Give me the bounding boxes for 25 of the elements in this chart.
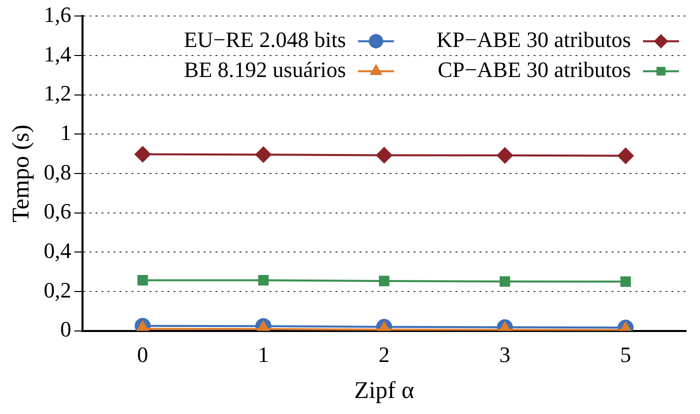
x-axis-title: Zipf α xyxy=(354,378,415,404)
point xyxy=(134,146,151,162)
point xyxy=(496,147,513,164)
x-tick-label: 2 xyxy=(378,342,390,367)
y-tick-label: 1 xyxy=(60,120,72,145)
y-tick-label: 0 xyxy=(60,316,72,342)
y-tick-label: 0,2 xyxy=(44,277,72,302)
point xyxy=(255,146,272,163)
legend-label: BE 8.192 usuários xyxy=(184,56,346,82)
x-tick-label: 3 xyxy=(499,342,510,367)
y-tick-label: 0,4 xyxy=(44,238,72,263)
point xyxy=(618,148,634,164)
legend-label: EU−RE 2.048 bits xyxy=(184,26,346,52)
x-tick-label: 0 xyxy=(137,342,148,367)
x-tick-label: 5 xyxy=(620,342,632,367)
legend-label: CP−ABE 30 atributos xyxy=(438,56,631,82)
y-tick-label: 1,6 xyxy=(44,2,72,27)
y-tick-label: 1,2 xyxy=(44,80,72,106)
legend-label: KP−ABE 30 atributos xyxy=(436,26,631,52)
y-tick-label: 1,4 xyxy=(44,41,72,66)
y-tick-label: 0,8 xyxy=(44,159,72,184)
point xyxy=(376,147,392,164)
x-tick-label: 1 xyxy=(258,342,269,367)
y-axis-title: Tempo (s) xyxy=(8,124,35,222)
y-tick-label: 0,6 xyxy=(44,198,72,224)
